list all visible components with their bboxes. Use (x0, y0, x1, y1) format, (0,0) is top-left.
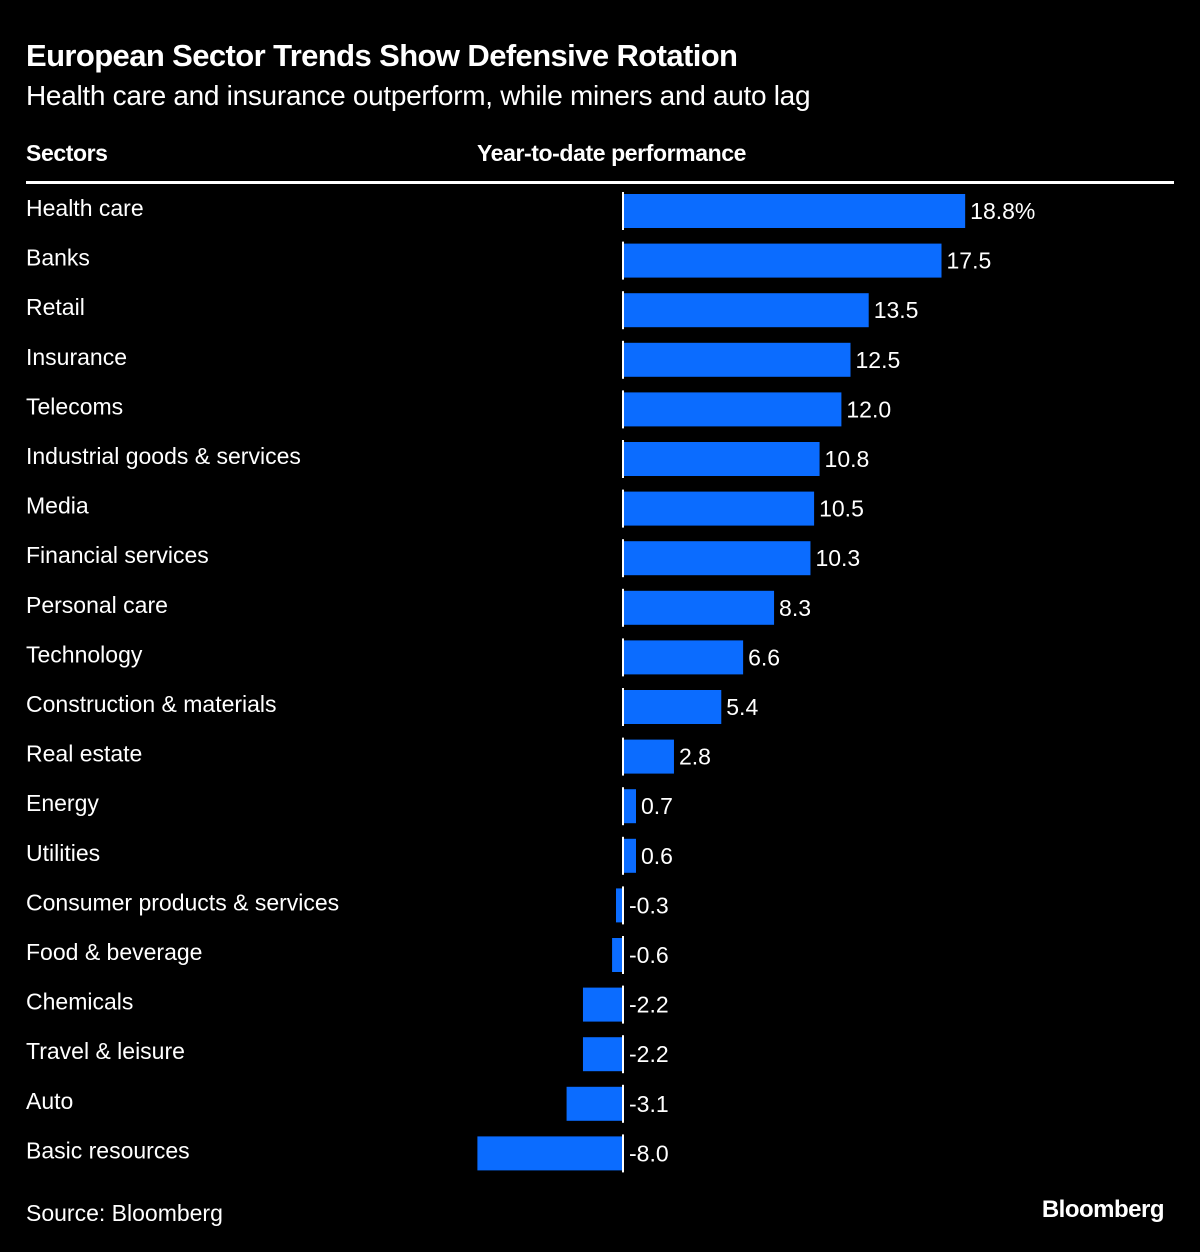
bar (623, 194, 966, 228)
value-label: 0.7 (641, 793, 673, 819)
value-label: -2.2 (629, 992, 669, 1018)
category-label: Travel & leisure (26, 1038, 185, 1064)
value-label: 10.8 (825, 446, 870, 472)
bar (623, 690, 722, 724)
value-label: -3.1 (629, 1091, 669, 1117)
bar (623, 491, 815, 526)
bar (623, 342, 851, 377)
bar (623, 640, 744, 675)
bloomberg-logo: Bloomberg (1041, 1196, 1165, 1223)
category-label: Technology (26, 641, 143, 667)
category-label: Chemicals (26, 989, 133, 1015)
category-label: Telecoms (26, 393, 123, 419)
value-label: 10.3 (815, 545, 860, 571)
value-label: -8.0 (629, 1140, 669, 1166)
category-label: Food & beverage (26, 939, 202, 965)
header-rule (26, 181, 1174, 184)
category-label: Consumer products & services (26, 889, 339, 915)
bar (566, 1086, 623, 1121)
bar (616, 888, 623, 923)
value-label: 17.5 (947, 248, 992, 274)
bar (623, 243, 942, 278)
bar (623, 789, 636, 824)
value-label: 0.6 (641, 843, 673, 869)
chart-title: European Sector Trends Show Defensive Ro… (26, 38, 738, 73)
value-label: -2.2 (629, 1041, 669, 1067)
source-note: Source: Bloomberg (26, 1200, 223, 1226)
category-label: Basic resources (26, 1137, 190, 1163)
category-label: Financial services (26, 542, 209, 568)
category-label: Utilities (26, 840, 100, 866)
bar (623, 838, 636, 873)
chart-subtitle: Health care and insurance outperform, wh… (26, 80, 811, 111)
value-label: 10.5 (819, 496, 864, 522)
category-label: Construction & materials (26, 691, 277, 717)
category-label: Retail (26, 294, 85, 320)
bar (582, 987, 623, 1022)
bar (582, 1037, 623, 1072)
bar (623, 392, 842, 427)
category-label: Health care (26, 195, 144, 221)
category-label: Auto (26, 1088, 73, 1114)
bar (623, 541, 811, 576)
category-label: Energy (26, 790, 99, 816)
value-label: 8.3 (779, 595, 811, 621)
value-label: 6.6 (748, 644, 780, 670)
value-label: -0.3 (629, 892, 669, 918)
bar (623, 739, 674, 774)
bar (623, 442, 820, 476)
category-label: Personal care (26, 592, 168, 618)
category-label: Media (26, 493, 89, 519)
value-label: 2.8 (679, 744, 711, 770)
sectors-column-header: Sectors (26, 140, 108, 166)
bar (623, 590, 775, 625)
bar (612, 938, 623, 972)
category-label: Real estate (26, 741, 142, 767)
bar (477, 1136, 623, 1171)
performance-column-header: Year-to-date performance (477, 140, 747, 166)
category-label: Industrial goods & services (26, 443, 301, 469)
value-label: 12.5 (856, 347, 901, 373)
value-label: 18.8% (970, 198, 1035, 224)
category-label: Banks (26, 245, 90, 271)
value-label: 5.4 (726, 694, 758, 720)
value-label: 13.5 (874, 297, 919, 323)
bar (623, 293, 869, 328)
category-label: Insurance (26, 344, 127, 370)
value-label: 12.0 (846, 396, 891, 422)
value-label: -0.6 (629, 942, 669, 968)
